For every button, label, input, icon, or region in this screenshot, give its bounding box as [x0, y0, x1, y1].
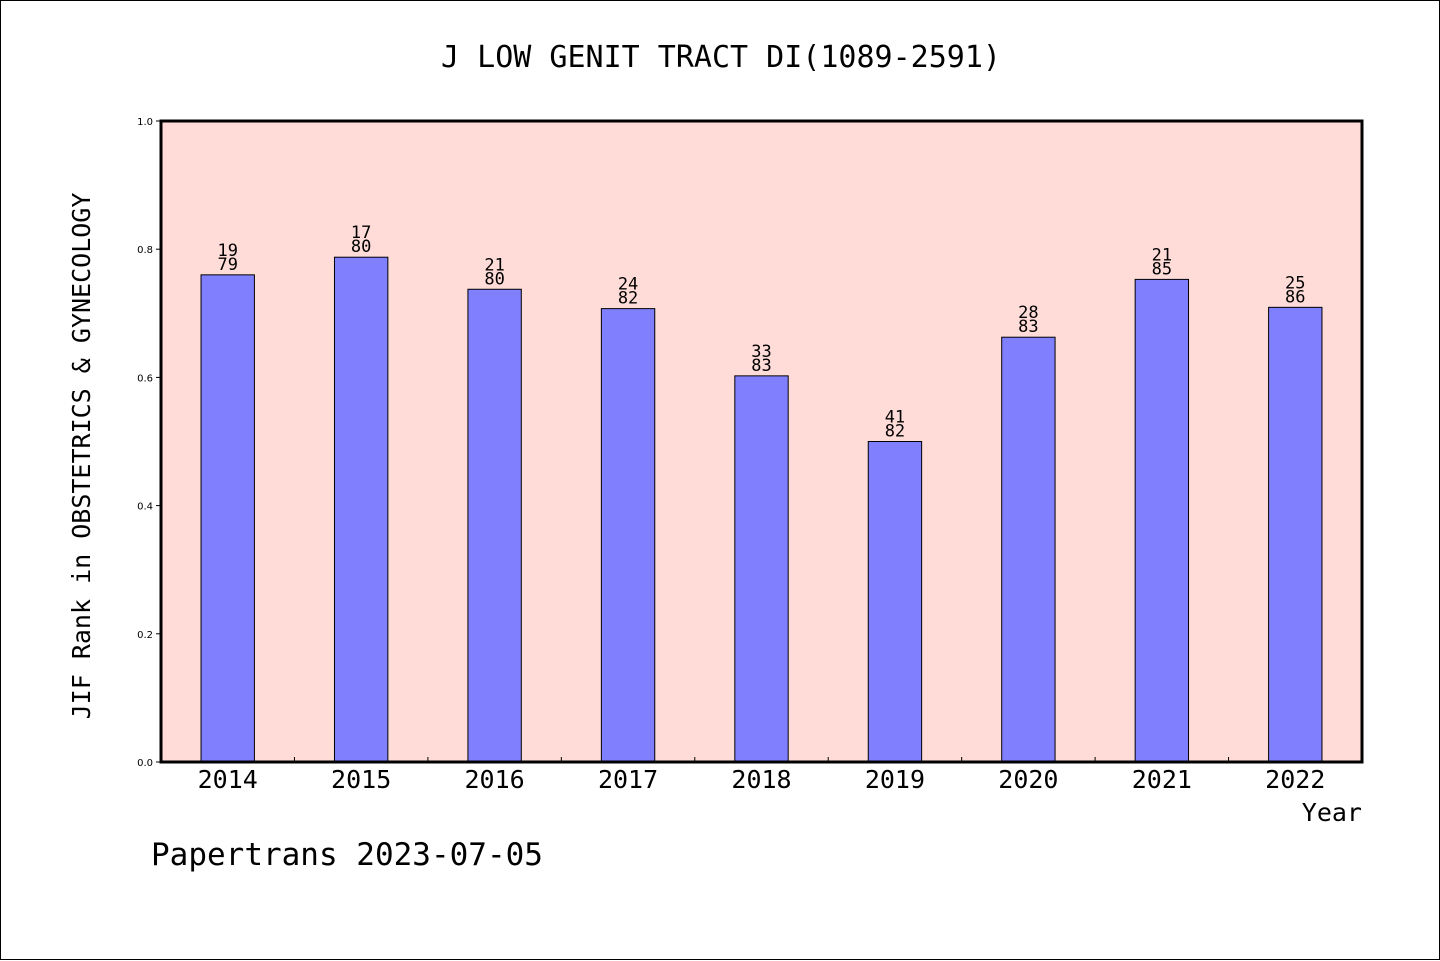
bar-total-label: 80: [484, 269, 504, 289]
x-tick-label: 2017: [598, 765, 658, 794]
x-axis-label: Year: [1302, 798, 1362, 827]
bar-rank-label: 25: [1285, 273, 1305, 293]
bar: [734, 375, 789, 763]
bar-total-label: 83: [751, 356, 771, 376]
bar-total-label: 82: [885, 422, 905, 442]
bar: [1001, 336, 1056, 763]
bar: [1134, 278, 1190, 763]
bar: [467, 288, 522, 763]
bar-rank-label: 21: [1152, 245, 1172, 265]
y-axis-label: JIF Rank in OBSTETRICS & GYNECOLOGY: [67, 193, 96, 720]
bar-rank-label: 28: [1018, 303, 1038, 323]
x-tick-label: 2015: [331, 765, 391, 794]
x-tick-label: 2020: [998, 765, 1058, 794]
y-tick-label: 0.6: [137, 373, 153, 384]
chart-title: J LOW GENIT TRACT DI(1089-2591): [441, 40, 1001, 75]
x-tick-label: 2018: [731, 765, 791, 794]
x-tick-label: 2014: [198, 765, 258, 794]
bar-rank-label: 33: [751, 342, 771, 362]
plot-border: [159, 119, 1364, 764]
bar-rank-label: 41: [885, 408, 905, 428]
x-tick-label: 2021: [1132, 765, 1192, 794]
bar-rank-label: 19: [217, 241, 237, 261]
bar-rank-label: 17: [351, 223, 371, 243]
bar-rank-label: 21: [484, 255, 504, 275]
bar-total-label: 82: [618, 289, 638, 309]
bars-group: [200, 256, 1323, 763]
x-tick-label: 2022: [1265, 765, 1325, 794]
bar: [333, 256, 389, 763]
x-tick-label: 2019: [865, 765, 925, 794]
x-tick-label: 2016: [465, 765, 525, 794]
bar-rank-label: 24: [618, 275, 638, 295]
bar-total-label: 85: [1152, 259, 1172, 279]
y-tick-label: 0.2: [137, 630, 153, 641]
bar-total-label: 86: [1285, 287, 1305, 307]
bar: [600, 308, 656, 763]
y-axis: 0.0 0.2 0.4 0.6 0.8 1.0: [137, 117, 161, 769]
x-axis: 2014 2015 2016 2017 2018 2019 2020 2021 2022: [198, 757, 1325, 794]
y-tick-label: 0.4: [137, 502, 153, 513]
y-tick-label: 0.0: [137, 758, 153, 769]
y-tick-label: 1.0: [137, 117, 153, 128]
bar: [867, 441, 923, 763]
bar-total-label: 83: [1018, 317, 1038, 337]
y-tick-label: 0.8: [137, 245, 153, 256]
bar: [1268, 306, 1323, 763]
bar: [200, 274, 255, 763]
bar-total-label: 80: [351, 237, 371, 257]
footer-credit: Papertrans 2023-07-05: [151, 837, 543, 873]
bar-total-label: 79: [217, 255, 237, 275]
